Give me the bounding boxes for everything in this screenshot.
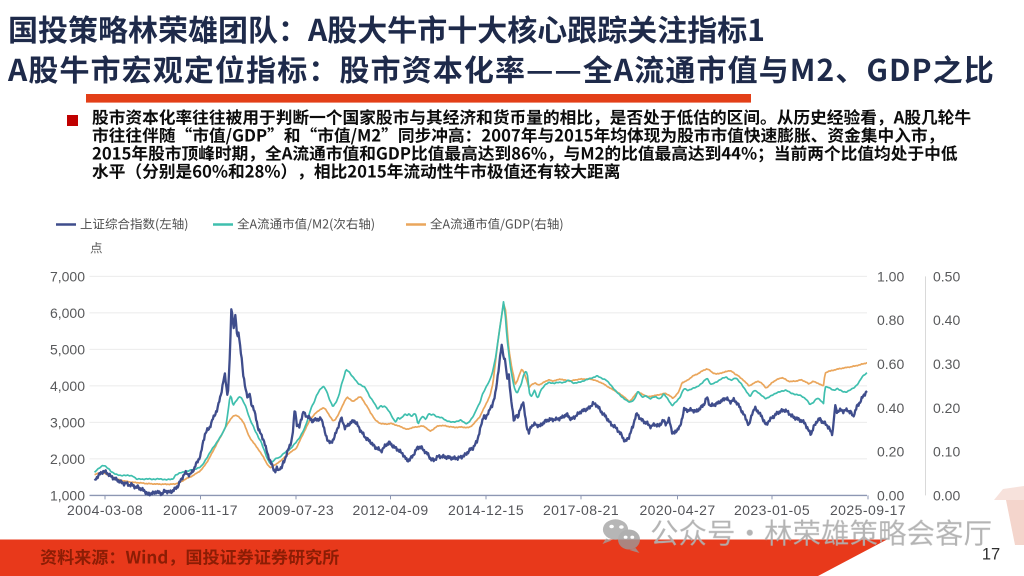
svg-text:5,000: 5,000 — [50, 341, 85, 357]
svg-text:17: 17 — [982, 546, 1000, 564]
svg-text:0.00: 0.00 — [877, 487, 904, 503]
svg-text:6,000: 6,000 — [50, 305, 85, 321]
svg-text:2012-04-09: 2012-04-09 — [352, 502, 428, 518]
svg-text:2,000: 2,000 — [50, 451, 85, 467]
svg-text:0.40: 0.40 — [933, 312, 960, 328]
svg-text:2017-08-21: 2017-08-21 — [543, 502, 619, 518]
svg-text:2020-04-27: 2020-04-27 — [639, 502, 715, 518]
svg-text:2014-12-15: 2014-12-15 — [448, 502, 524, 518]
svg-text:0.40: 0.40 — [877, 400, 904, 416]
svg-text:3,000: 3,000 — [50, 414, 85, 430]
svg-text:0.00: 0.00 — [933, 487, 960, 503]
svg-text:1,000: 1,000 — [50, 487, 85, 503]
svg-text:0.50: 0.50 — [933, 268, 960, 284]
svg-text:2025-09-17: 2025-09-17 — [830, 502, 906, 518]
svg-text:0.20: 0.20 — [877, 444, 904, 460]
svg-text:2023-01-05: 2023-01-05 — [734, 502, 810, 518]
svg-text:1.00: 1.00 — [877, 268, 904, 284]
svg-text:7,000: 7,000 — [50, 268, 85, 284]
svg-text:0.80: 0.80 — [877, 312, 904, 328]
svg-text:2004-03-08: 2004-03-08 — [67, 502, 143, 518]
svg-text:2006-11-17: 2006-11-17 — [163, 502, 238, 518]
svg-text:0.20: 0.20 — [933, 400, 960, 416]
svg-text:4,000: 4,000 — [50, 378, 85, 394]
svg-text:0.10: 0.10 — [933, 444, 960, 460]
svg-text:2009-07-23: 2009-07-23 — [258, 502, 334, 518]
svg-text:0.30: 0.30 — [933, 356, 960, 372]
svg-text:0.60: 0.60 — [877, 356, 904, 372]
